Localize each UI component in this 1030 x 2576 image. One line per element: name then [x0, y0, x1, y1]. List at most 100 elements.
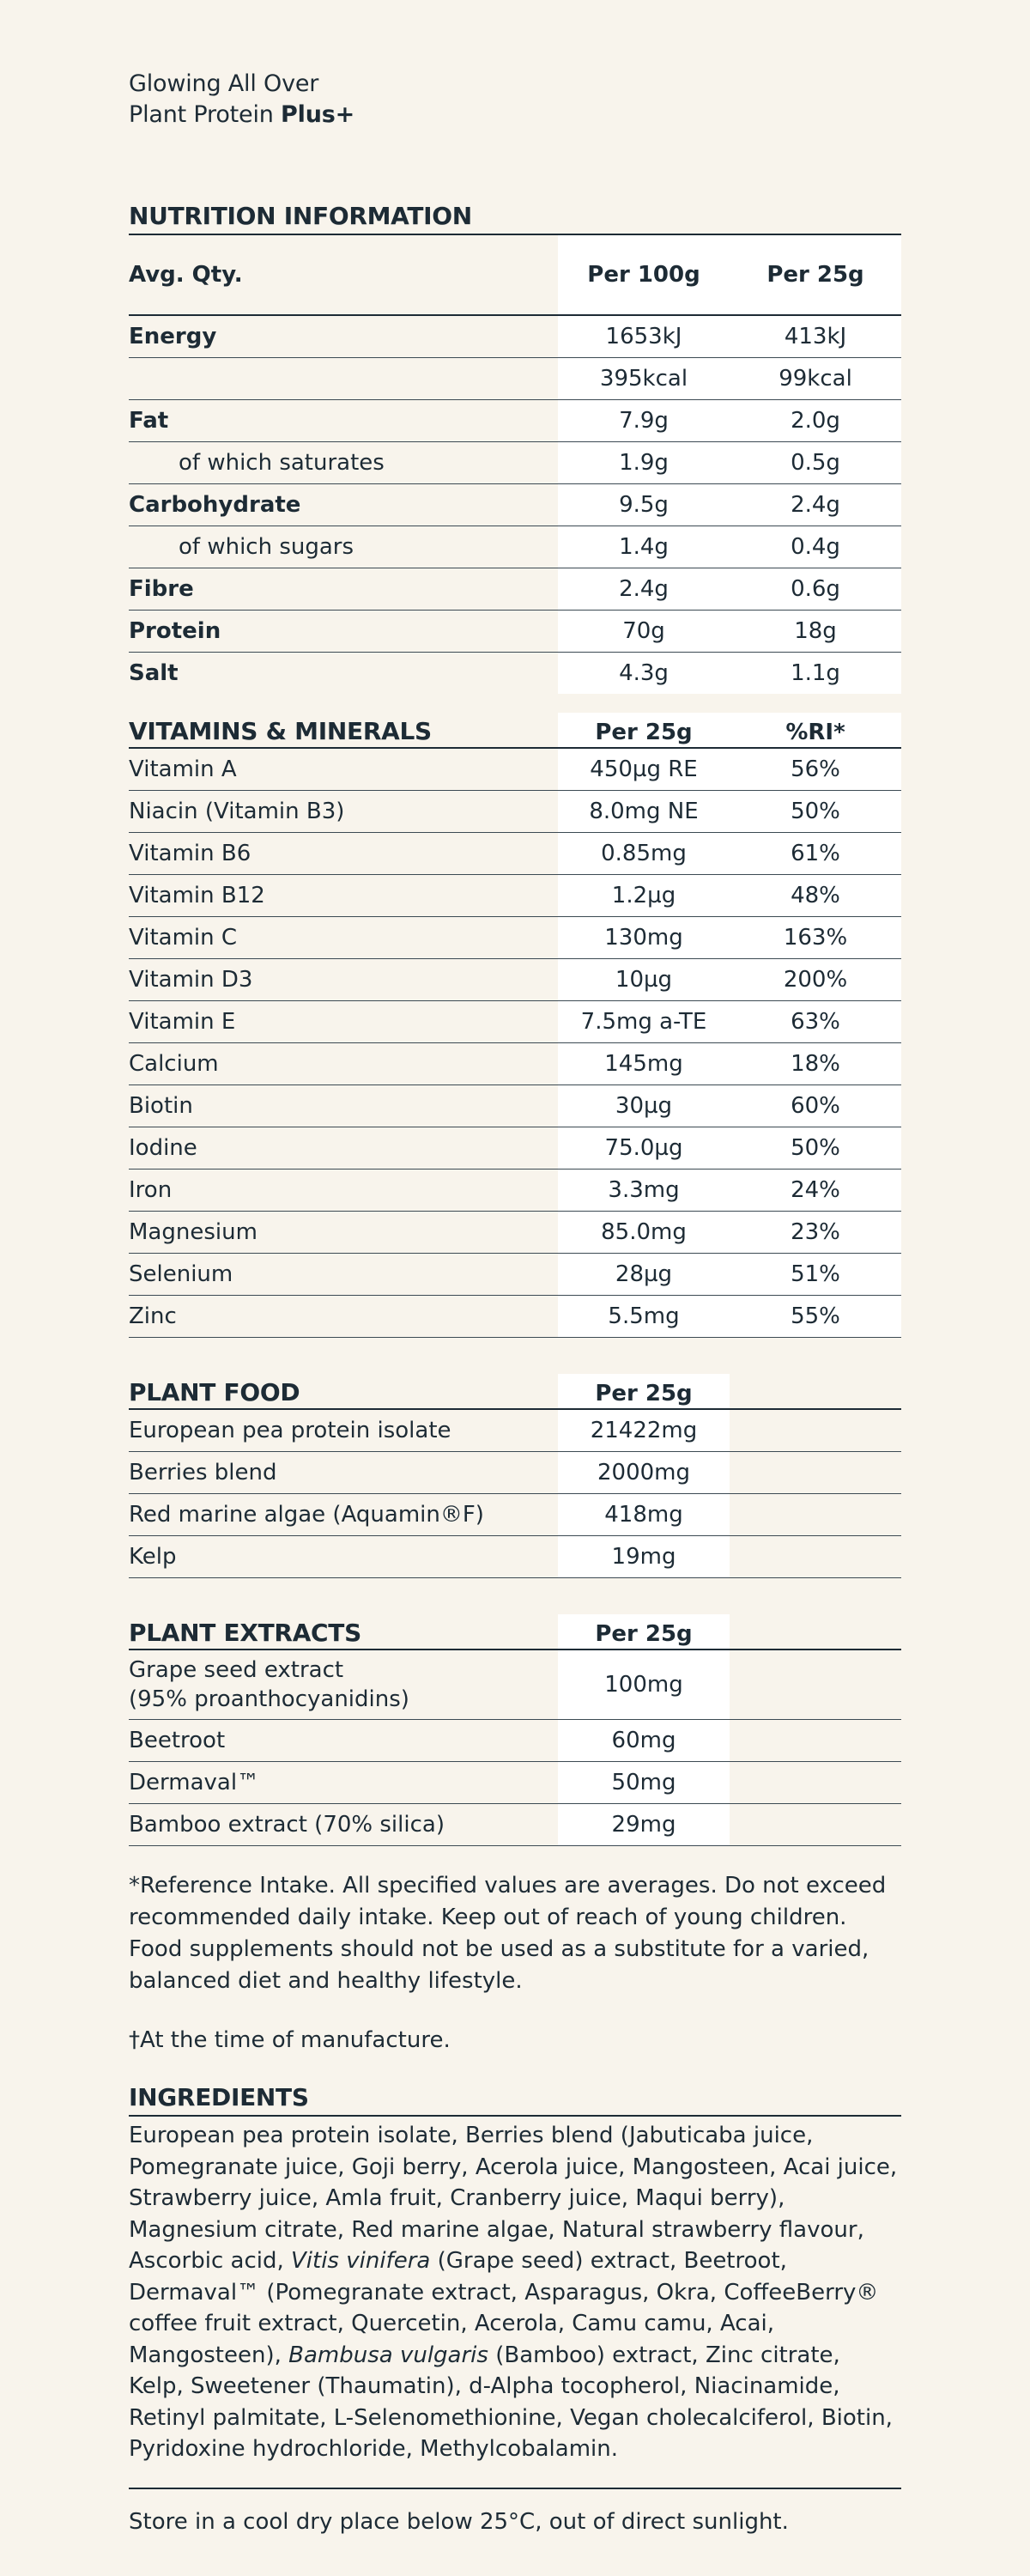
ingredients-part-2: (Grape seed) extract, Beetroot, Dermaval…	[129, 2248, 879, 2368]
table-row: Berries blend 2000mg	[129, 1452, 901, 1494]
extract-amount: 100mg	[558, 1650, 730, 1719]
product-line-1: Glowing All Over	[129, 70, 319, 97]
row-label: Zinc	[129, 1303, 177, 1329]
row-amount: 7.5mg a-TE	[558, 1001, 730, 1042]
nutrient-per25g: 18g	[730, 611, 901, 652]
nutrition-header-label: Avg. Qty.	[129, 262, 243, 288]
extract-label: Grape seed extract (95% proanthocyanidin…	[129, 1656, 558, 1714]
row-label: Calcium	[129, 1051, 219, 1077]
empty-col	[730, 1614, 901, 1649]
vitamins-header-per25g: Per 25g	[558, 713, 730, 747]
ingredients-latin-2: Bambusa vulgaris	[288, 2342, 488, 2368]
vitamins-header-ri: %RI*	[730, 713, 901, 747]
product-line-2: Plant Protein Plus+	[129, 100, 901, 131]
table-row: Vitamin D3 10µg 200%	[129, 959, 901, 1001]
row-label: Biotin	[129, 1093, 193, 1119]
nutrition-header-row: Avg. Qty. Per 100g Per 25g	[129, 235, 901, 316]
table-row: Vitamin E 7.5mg a-TE 63%	[129, 1001, 901, 1043]
table-row: 395kcal 99kcal	[129, 358, 901, 400]
nutrient-per100g: 70g	[558, 611, 730, 652]
table-row: Selenium 28µg 51%	[129, 1254, 901, 1296]
nutrient-per100g: 395kcal	[558, 358, 730, 399]
table-row: European pea protein isolate 21422mg	[129, 1410, 901, 1452]
row-label: Iron	[129, 1177, 173, 1203]
table-row: Grape seed extract (95% proanthocyanidin…	[129, 1650, 901, 1720]
plant-food-table: PLANT FOOD Per 25g European pea protein …	[129, 1374, 901, 1578]
nutrient-label: of which saturates	[179, 450, 385, 476]
nutrient-label: of which sugars	[179, 534, 354, 560]
nutrient-per25g: 0.5g	[730, 442, 901, 483]
row-label: Vitamin B6	[129, 841, 251, 866]
row-amount: 145mg	[558, 1043, 730, 1084]
empty-col	[730, 1536, 901, 1577]
plant-extracts-header: PLANT EXTRACTS Per 25g	[129, 1614, 901, 1650]
row-amount: 1.2µg	[558, 875, 730, 916]
row-amount: 30µg	[558, 1085, 730, 1127]
extract-amount: 50mg	[558, 1762, 730, 1803]
row-amount: 0.85mg	[558, 833, 730, 874]
row-ri-percent: 55%	[730, 1296, 901, 1337]
nutrition-title: NUTRITION INFORMATION	[129, 199, 901, 235]
row-ri-percent: 50%	[730, 791, 901, 832]
extract-label-line1: Grape seed extract	[129, 1657, 344, 1683]
row-amount: 19mg	[558, 1536, 730, 1577]
nutrient-per100g: 2.4g	[558, 568, 730, 610]
row-amount: 418mg	[558, 1494, 730, 1535]
label-page: Glowing All Over Plant Protein Plus+ NUT…	[129, 0, 901, 2537]
row-amount: 10µg	[558, 959, 730, 1000]
table-row: Fat 7.9g 2.0g	[129, 400, 901, 442]
row-amount: 8.0mg NE	[558, 791, 730, 832]
ingredients-text: European pea protein isolate, Berries bl…	[129, 2117, 901, 2465]
table-row: Biotin 30µg 60%	[129, 1085, 901, 1127]
extract-amount: 60mg	[558, 1720, 730, 1761]
nutrient-per25g: 99kcal	[730, 358, 901, 399]
table-row: Iron 3.3mg 24%	[129, 1170, 901, 1212]
ingredients-section: INGREDIENTS European pea protein isolate…	[129, 2081, 901, 2465]
empty-col	[730, 1762, 901, 1803]
nutrient-label: Fibre	[129, 576, 194, 602]
row-label: Kelp	[129, 1544, 177, 1570]
row-amount: 130mg	[558, 917, 730, 958]
row-amount: 2000mg	[558, 1452, 730, 1493]
plant-extracts-table: PLANT EXTRACTS Per 25g Grape seed extrac…	[129, 1614, 901, 1846]
nutrition-table: NUTRITION INFORMATION Avg. Qty. Per 100g…	[129, 199, 901, 694]
row-amount: 75.0µg	[558, 1127, 730, 1169]
row-ri-percent: 18%	[730, 1043, 901, 1084]
nutrient-per25g: 0.4g	[730, 526, 901, 568]
row-amount: 28µg	[558, 1254, 730, 1295]
nutrient-per25g: 413kJ	[730, 316, 901, 357]
storage-instructions: Store in a cool dry place below 25°C, ou…	[129, 2487, 901, 2537]
nutrient-per25g: 2.4g	[730, 484, 901, 526]
nutrient-label: Carbohydrate	[129, 492, 301, 518]
nutrient-per100g: 1653kJ	[558, 316, 730, 357]
nutrition-header-per25g: Per 25g	[730, 235, 901, 314]
row-ri-percent: 60%	[730, 1085, 901, 1127]
table-row: Protein 70g 18g	[129, 611, 901, 653]
table-row: of which sugars 1.4g 0.4g	[129, 526, 901, 568]
plant-extracts-title: PLANT EXTRACTS	[129, 1619, 361, 1647]
row-ri-percent: 61%	[730, 833, 901, 874]
table-row: Niacin (Vitamin B3) 8.0mg NE 50%	[129, 791, 901, 833]
table-row: of which saturates 1.9g 0.5g	[129, 442, 901, 484]
row-ri-percent: 56%	[730, 749, 901, 790]
row-amount: 85.0mg	[558, 1212, 730, 1253]
row-ri-percent: 48%	[730, 875, 901, 916]
plant-food-header-per25g: Per 25g	[558, 1374, 730, 1408]
plant-food-title: PLANT FOOD	[129, 1378, 300, 1406]
row-label: Vitamin D3	[129, 967, 253, 993]
extract-amount: 29mg	[558, 1804, 730, 1845]
plant-extracts-header-per25g: Per 25g	[558, 1614, 730, 1649]
table-row: Beetroot 60mg	[129, 1720, 901, 1762]
row-ri-percent: 51%	[730, 1254, 901, 1295]
nutrient-label: Fat	[129, 408, 169, 434]
row-ri-percent: 200%	[730, 959, 901, 1000]
nutrient-per100g: 7.9g	[558, 400, 730, 441]
table-row: Magnesium 85.0mg 23%	[129, 1212, 901, 1254]
row-amount: 3.3mg	[558, 1170, 730, 1211]
product-line-2-suffix: Plus+	[281, 101, 355, 128]
nutrient-per25g: 1.1g	[730, 653, 901, 694]
row-label: Vitamin A	[129, 756, 237, 782]
row-label: European pea protein isolate	[129, 1418, 451, 1443]
vitamins-title: VITAMINS & MINERALS	[129, 717, 432, 745]
extract-label: Beetroot	[129, 1728, 226, 1753]
